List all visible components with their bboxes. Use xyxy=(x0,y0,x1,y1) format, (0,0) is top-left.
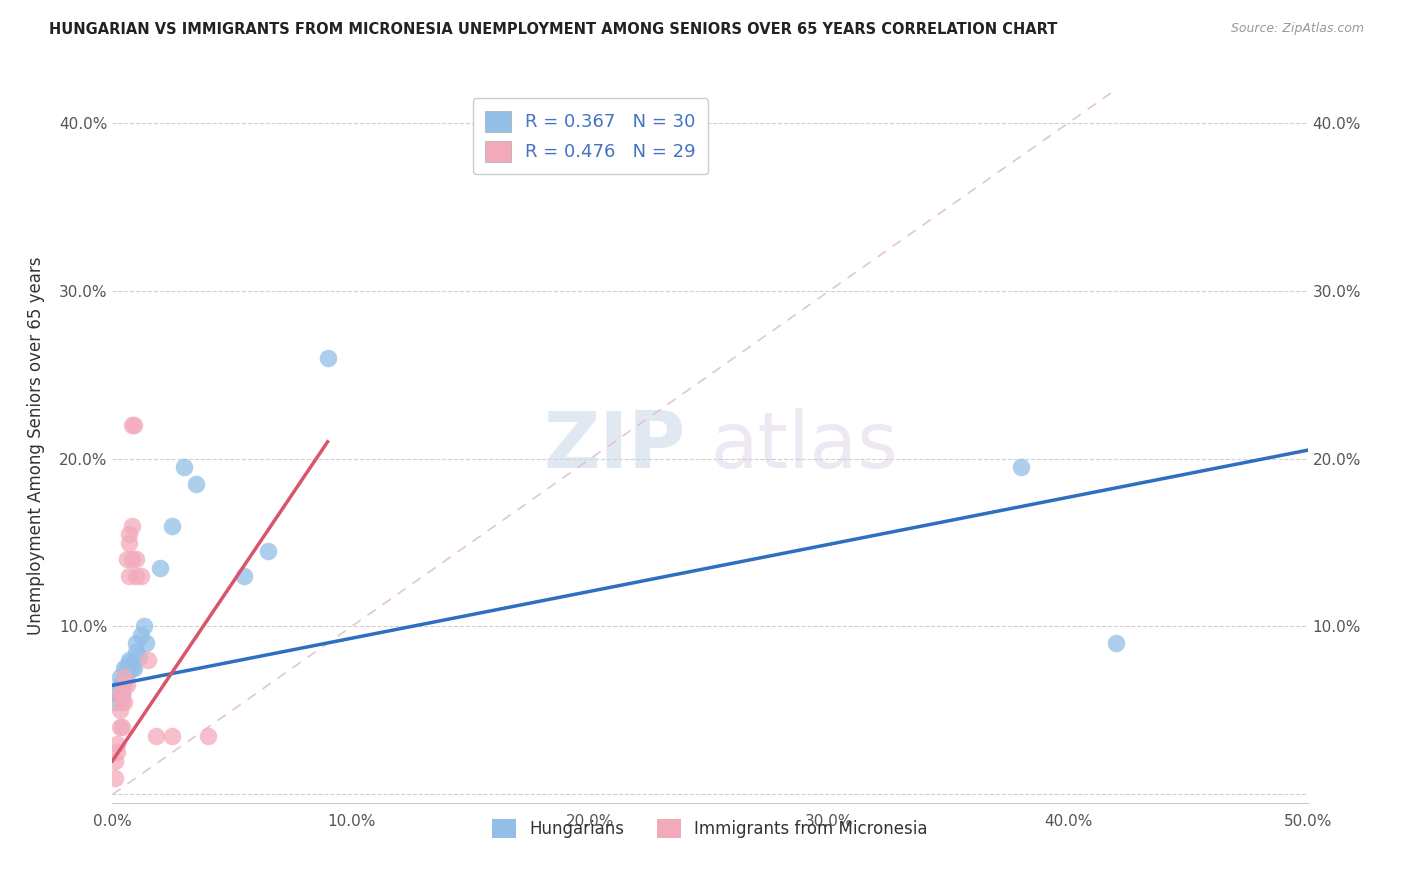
Point xyxy=(135,636,157,650)
Point xyxy=(111,695,134,709)
Point xyxy=(173,460,195,475)
Text: HUNGARIAN VS IMMIGRANTS FROM MICRONESIA UNEMPLOYMENT AMONG SENIORS OVER 65 YEARS: HUNGARIAN VS IMMIGRANTS FROM MICRONESIA … xyxy=(49,22,1057,37)
Point xyxy=(111,687,134,701)
Point xyxy=(114,661,135,675)
Point xyxy=(129,628,152,642)
Legend: Hungarians, Immigrants from Micronesia: Hungarians, Immigrants from Micronesia xyxy=(482,809,938,848)
Point xyxy=(105,737,128,751)
Point xyxy=(108,703,131,717)
Point xyxy=(114,695,135,709)
Point xyxy=(1105,636,1128,650)
Point xyxy=(108,720,131,734)
Point xyxy=(125,645,148,659)
Point xyxy=(105,746,128,760)
Point xyxy=(122,661,145,675)
Point xyxy=(233,569,256,583)
Point xyxy=(115,552,138,566)
Point xyxy=(197,729,219,743)
Point xyxy=(121,552,143,566)
Y-axis label: Unemployment Among Seniors over 65 years: Unemployment Among Seniors over 65 years xyxy=(27,257,45,635)
Point xyxy=(115,666,138,681)
Text: ZIP: ZIP xyxy=(544,408,686,484)
Point xyxy=(128,649,150,664)
Point xyxy=(121,417,143,432)
Point xyxy=(125,636,148,650)
Point xyxy=(104,771,127,785)
Point xyxy=(1010,460,1032,475)
Point xyxy=(105,687,128,701)
Point xyxy=(132,619,155,633)
Point xyxy=(114,673,135,688)
Point xyxy=(257,544,280,558)
Point xyxy=(149,560,172,574)
Point xyxy=(111,720,134,734)
Text: atlas: atlas xyxy=(710,408,897,484)
Point xyxy=(114,678,135,692)
Point xyxy=(138,653,160,667)
Point xyxy=(118,569,141,583)
Point xyxy=(162,518,183,533)
Point xyxy=(118,535,141,549)
Point xyxy=(129,569,152,583)
Point xyxy=(118,527,141,541)
Point xyxy=(316,351,339,365)
Point xyxy=(125,569,148,583)
Point xyxy=(108,687,131,701)
Point xyxy=(125,552,148,566)
Point xyxy=(122,417,145,432)
Point xyxy=(114,670,135,684)
Point xyxy=(121,661,143,675)
Point xyxy=(108,670,131,684)
Text: Source: ZipAtlas.com: Source: ZipAtlas.com xyxy=(1230,22,1364,36)
Point xyxy=(118,653,141,667)
Point xyxy=(104,754,127,768)
Point xyxy=(162,729,183,743)
Point xyxy=(118,657,141,671)
Point xyxy=(104,695,127,709)
Point xyxy=(115,678,138,692)
Point xyxy=(111,678,134,692)
Point xyxy=(145,729,167,743)
Point xyxy=(186,476,208,491)
Point xyxy=(114,670,135,684)
Point xyxy=(121,518,143,533)
Point xyxy=(115,661,138,675)
Point xyxy=(108,678,131,692)
Point xyxy=(111,687,134,701)
